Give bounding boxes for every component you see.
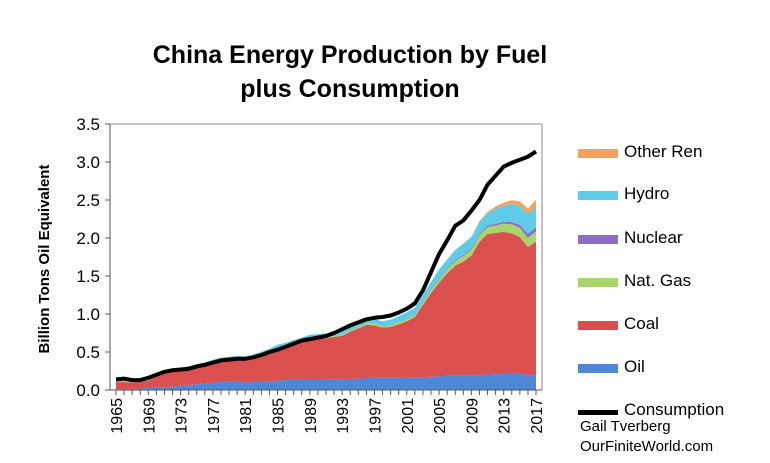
- y-tick-label: 0.0: [76, 381, 100, 400]
- y-axis-label: Billion Tons Oil Equivalent: [36, 165, 53, 354]
- area-hydro: [116, 203, 536, 383]
- legend-label-nuclear: Nuclear: [624, 228, 683, 247]
- legend-swatch-coal: [578, 321, 618, 330]
- x-tick-label: 2009: [464, 398, 481, 434]
- credit-site: OurFiniteWorld.com: [580, 438, 714, 455]
- legend-swatch-consumption: [578, 410, 618, 415]
- legend-label-other-ren: Other Ren: [624, 142, 703, 161]
- chart-title-line-1: China Energy Production by Fuel: [152, 41, 548, 69]
- legend-label-hydro: Hydro: [624, 184, 670, 203]
- x-tick-label: 1969: [141, 398, 158, 434]
- x-tick-label: 1997: [368, 398, 385, 434]
- credit-author: Gail Tverberg: [580, 418, 671, 435]
- chart-title-line-2: plus Consumption: [240, 75, 460, 103]
- y-tick-label: 1.0: [76, 305, 100, 324]
- x-tick-label: 1985: [271, 398, 288, 434]
- y-tick-label: 2.5: [76, 191, 100, 210]
- legend-label-coal: Coal: [624, 314, 659, 333]
- legend-swatch-nat-gas: [578, 278, 618, 287]
- x-tick-label: 1973: [174, 398, 191, 434]
- legend-swatch-other-ren: [578, 149, 618, 158]
- x-tick-label: 1989: [303, 398, 320, 434]
- legend-swatch-oil: [578, 364, 618, 373]
- y-tick-label: 3.5: [76, 115, 100, 134]
- y-tick-label: 2.0: [76, 229, 100, 248]
- y-tick-label: 3.0: [76, 153, 100, 172]
- legend-label-consumption: Consumption: [624, 400, 725, 419]
- y-tick-label: 1.5: [76, 267, 100, 286]
- area-coal: [116, 231, 536, 390]
- x-tick-label: 2001: [400, 398, 417, 434]
- legend-swatch-nuclear: [578, 235, 618, 244]
- legend-label-oil: Oil: [624, 357, 645, 376]
- y-tick-label: 0.5: [76, 343, 100, 362]
- legend-swatch-hydro: [578, 191, 618, 200]
- x-tick-label: 1977: [206, 398, 223, 434]
- line-consumption: [115, 149, 538, 383]
- x-tick-label: 1993: [335, 398, 352, 434]
- x-tick-label: 2013: [497, 398, 514, 434]
- x-tick-label: 2005: [432, 398, 449, 434]
- legend-label-nat-gas: Nat. Gas: [624, 271, 692, 290]
- x-tick-label: 2017: [529, 398, 546, 434]
- area-oil: [116, 373, 536, 390]
- x-tick-label: 1981: [238, 398, 255, 434]
- chart-title: China Energy Production by Fuel plus Con…: [90, 38, 610, 106]
- x-tick-label: 1965: [109, 398, 126, 434]
